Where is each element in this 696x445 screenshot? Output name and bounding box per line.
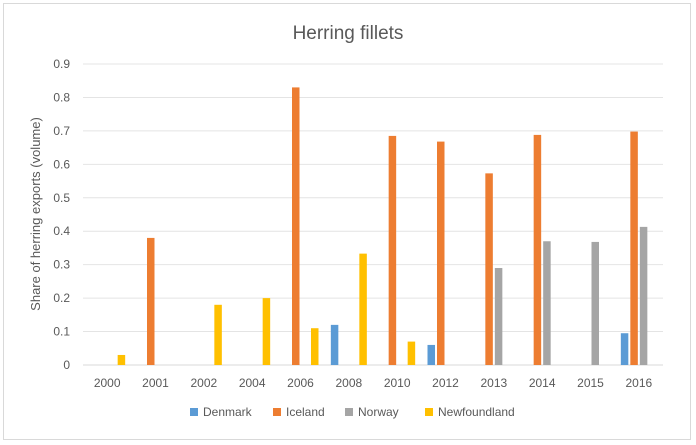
y-tick-label: 0.3	[53, 258, 70, 272]
legend-label-newfoundland: Newfoundland	[438, 405, 515, 419]
bar-newfoundland-2008	[359, 253, 367, 365]
bar-denmark-2012	[427, 344, 435, 365]
bar-denmark-2008	[330, 324, 339, 365]
bar-norway-2013	[494, 268, 503, 365]
legend-swatch-newfoundland	[425, 408, 433, 416]
chart-frame	[3, 3, 691, 440]
bar-iceland-2014	[533, 134, 542, 365]
gridlines	[83, 63, 663, 366]
bar-iceland-2010	[388, 135, 397, 365]
x-tick-label: 2002	[190, 376, 217, 390]
legend-swatch-iceland	[273, 408, 281, 416]
x-tick-label: 2008	[335, 376, 362, 390]
x-tick-label: 2013	[480, 376, 507, 390]
legend-swatch-norway	[345, 408, 353, 416]
bar-denmark-2016	[620, 333, 629, 365]
x-tick-label: 2010	[384, 376, 411, 390]
y-tick-label: 0.2	[53, 291, 70, 305]
x-tick-label: 2004	[239, 376, 266, 390]
bar-newfoundland-2006	[311, 328, 319, 365]
legend-label-iceland: Iceland	[286, 405, 325, 419]
y-tick-label: 0	[63, 358, 70, 372]
bar-iceland-2016	[630, 131, 638, 365]
bar-newfoundland-2010	[407, 341, 416, 365]
x-tick-label: 2014	[529, 376, 556, 390]
x-tick-label: 2012	[432, 376, 459, 390]
x-axis-ticks: 2000 2001 2002 2004 2006 2008 2010 2012 2013 2014…	[94, 376, 653, 390]
bar-iceland-2013	[485, 173, 493, 365]
x-tick-label: 2015	[577, 376, 604, 390]
x-tick-label: 2016	[625, 376, 652, 390]
legend: Denmark Iceland Norway Newfoundland	[190, 405, 515, 419]
legend-swatch-denmark	[190, 408, 198, 416]
bar-newfoundland-2002	[214, 304, 222, 365]
bar-norway-2014	[543, 241, 551, 365]
chart-title: Herring fillets	[293, 23, 404, 44]
y-tick-label: 0.6	[53, 157, 70, 171]
y-tick-label: 0.5	[53, 191, 70, 205]
x-tick-label: 2000	[94, 376, 121, 390]
bar-iceland-2001	[147, 237, 155, 365]
bar-iceland-2012	[437, 141, 445, 365]
y-tick-label: 0.8	[53, 90, 70, 104]
bar-newfoundland-2004	[262, 298, 271, 365]
legend-label-denmark: Denmark	[203, 405, 253, 419]
y-tick-label: 0.1	[53, 325, 70, 339]
y-tick-label: 0.7	[53, 124, 70, 138]
x-tick-label: 2001	[142, 376, 169, 390]
y-tick-label: 0.9	[53, 57, 70, 71]
legend-label-norway: Norway	[358, 405, 399, 419]
y-tick-label: 0.4	[53, 224, 70, 238]
bar-newfoundland-2000	[117, 354, 126, 365]
x-tick-label: 2006	[287, 376, 314, 390]
bar-norway-2016	[639, 226, 648, 365]
bar-iceland-2006	[292, 87, 300, 366]
y-axis-ticks: 0 0.1 0.2 0.3 0.4 0.5 0.6 0.7 0.8 0.9	[53, 57, 70, 372]
bar-norway-2015	[591, 241, 599, 365]
bars	[117, 87, 648, 366]
y-axis-label: Share of herring exports (volume)	[28, 117, 43, 311]
